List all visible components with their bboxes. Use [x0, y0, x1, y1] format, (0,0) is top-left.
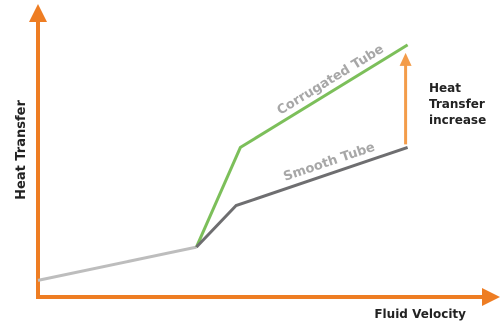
series-label-corrugated-tube: Corrugated Tube: [275, 42, 387, 119]
y-axis-arrow-icon: [29, 4, 47, 22]
annotation-line-1: Heat: [429, 81, 461, 95]
series-line-smooth-tube: [195, 145, 409, 249]
heat-transfer-increase-arrow-icon: [399, 52, 412, 66]
x-axis-title: Fluid Velocity: [374, 307, 466, 321]
x-axis-arrow-icon: [482, 288, 500, 306]
annotation-line-3: increase: [429, 113, 486, 127]
annotation-line-2: Transfer: [429, 97, 485, 111]
series-line-corrugated-tube: [195, 43, 409, 248]
series-line-baseline: [37, 245, 197, 282]
y-axis-title: Heat Transfer: [14, 100, 29, 200]
